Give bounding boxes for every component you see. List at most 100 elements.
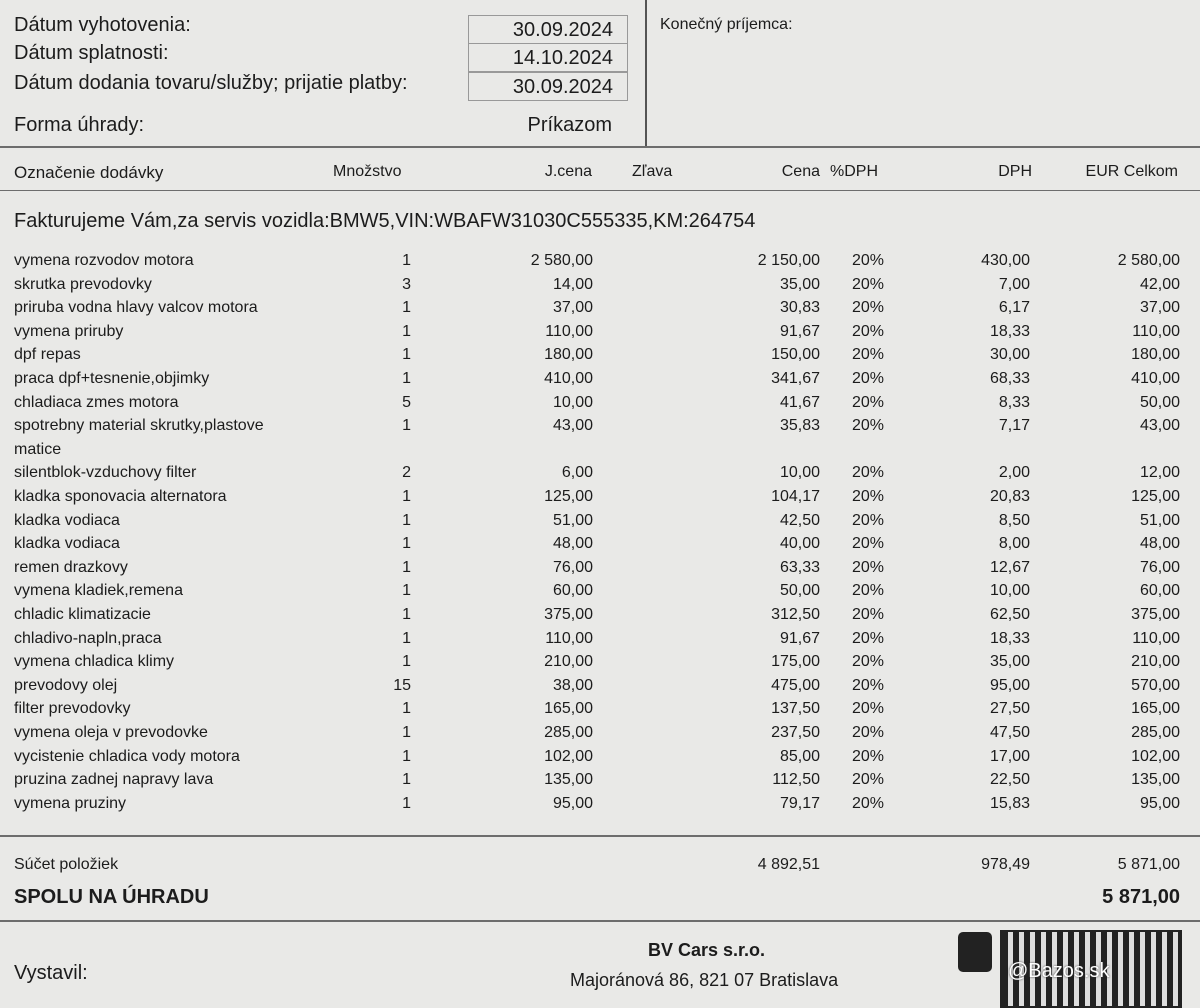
item-price: 175,00: [771, 653, 820, 671]
item-description: pruzina zadnej napravy lava: [14, 771, 214, 789]
item-quantity: 1: [402, 346, 411, 364]
table-row: spotrebny material skrutky,plastove 1 43,0…: [0, 417, 1200, 441]
item-total: 110,00: [1132, 629, 1180, 647]
item-total: 110,00: [1132, 322, 1180, 340]
divider: [645, 0, 647, 146]
item-vat-rate: 20%: [852, 558, 885, 576]
recipient-label: Konečný príjemca:: [660, 16, 793, 33]
item-vat: 10,00: [989, 582, 1030, 600]
item-vat: 18,33: [989, 629, 1030, 647]
item-total: 180,00: [1131, 346, 1180, 364]
item-description: matice: [14, 440, 62, 458]
item-vat: 7,17: [998, 417, 1030, 435]
item-price: 104,17: [771, 488, 820, 505]
payment-method: Príkazom: [527, 114, 612, 136]
item-quantity: 1: [402, 582, 411, 600]
item-price: 35,00: [779, 275, 820, 293]
watermark: @Bazos.sk: [1008, 960, 1110, 982]
table-row: vymena rozvodov motora 1 2 580,00 2 150,00 2…: [0, 252, 1200, 276]
item-vat-rate: 20%: [852, 653, 885, 671]
table-row: skrutka prevodovky 3 14,00 35,00 20% 7,00 42,0…: [0, 276, 1200, 300]
issue-date: 30.09.2024: [468, 15, 628, 44]
item-price: 341,67: [771, 370, 820, 387]
col-description: Označenie dodávky: [14, 163, 164, 182]
table-row: chladivo-napln,praca 1 110,00 91,67 20% 18,33…: [0, 630, 1200, 654]
item-price: 42,50: [779, 511, 820, 529]
item-vat: 30,00: [989, 346, 1030, 364]
item-unit-price: 2 580,00: [530, 252, 593, 269]
sum-vat: 978,49: [981, 856, 1030, 873]
delivery-date-label: Dátum dodania tovaru/služby; prijatie pl…: [14, 72, 408, 94]
item-vat: 62,50: [989, 606, 1030, 623]
item-description: priruba vodna hlavy valcov motora: [14, 299, 258, 317]
item-total: 285,00: [1131, 724, 1180, 741]
issued-by-label: Vystavil:: [14, 962, 88, 984]
item-description: vymena oleja v prevodovke: [14, 724, 208, 741]
col-unit-price: J.cena: [544, 163, 592, 180]
item-vat-rate: 20%: [852, 582, 885, 600]
item-description: vymena rozvodov motora: [14, 252, 194, 269]
item-price: 10,00: [779, 464, 820, 482]
item-vat-rate: 20%: [852, 511, 885, 529]
item-vat-rate: 20%: [852, 488, 885, 505]
item-price: 312,50: [771, 606, 820, 623]
col-discount: Zľava: [632, 163, 673, 180]
item-quantity: 3: [402, 275, 411, 293]
item-unit-price: 110,00: [545, 322, 593, 340]
item-total: 210,00: [1131, 653, 1180, 671]
item-description: silentblok-vzduchovy filter: [14, 464, 197, 482]
item-total: 37,00: [1139, 299, 1180, 317]
item-total: 375,00: [1131, 606, 1180, 623]
table-row: pruzina zadnej napravy lava 1 135,00 112,50…: [0, 771, 1200, 795]
item-price: 91,67: [779, 629, 820, 647]
item-quantity: 1: [402, 535, 411, 553]
item-price: 137,50: [771, 700, 820, 718]
item-total: 570,00: [1131, 676, 1180, 694]
col-vat-rate: %DPH: [830, 163, 879, 180]
due-date-label: Dátum splatnosti:: [14, 42, 169, 64]
item-total: 135,00: [1131, 771, 1180, 789]
item-vat-rate: 20%: [852, 417, 885, 435]
qr-code: [1000, 930, 1182, 1008]
item-quantity: 1: [402, 653, 411, 671]
item-unit-price: 37,00: [552, 299, 593, 317]
due-date: 14.10.2024: [468, 43, 628, 72]
divider: [0, 920, 1200, 922]
item-total: 165,00: [1131, 700, 1180, 718]
divider: [0, 835, 1200, 837]
item-price: 50,00: [779, 582, 820, 600]
item-vat: 6,17: [998, 299, 1030, 317]
item-total: 51,00: [1139, 511, 1180, 529]
item-quantity: 1: [402, 629, 411, 647]
item-price: 41,67: [779, 393, 820, 411]
item-total: 12,00: [1139, 464, 1180, 482]
item-unit-price: 95,00: [552, 794, 593, 812]
item-quantity: 1: [402, 558, 411, 576]
table-row: praca dpf+tesnenie,objimky 1 410,00 341,67 2…: [0, 370, 1200, 394]
item-unit-price: 102,00: [544, 747, 593, 765]
item-vat-rate: 20%: [852, 629, 885, 647]
item-total: 48,00: [1139, 535, 1180, 553]
item-description: praca dpf+tesnenie,objimky: [14, 370, 210, 387]
item-unit-price: 14,00: [552, 275, 593, 293]
item-total: 76,00: [1139, 558, 1180, 576]
item-description: skrutka prevodovky: [14, 275, 152, 293]
item-vat: 27,50: [989, 700, 1030, 718]
item-unit-price: 43,00: [552, 417, 593, 435]
item-total: 2 580,00: [1117, 252, 1180, 269]
item-vat-rate: 20%: [852, 535, 885, 553]
table-row: vycistenie chladica vody motora 1 102,00 85…: [0, 748, 1200, 772]
item-vat-rate: 20%: [852, 275, 885, 293]
company-name: BV Cars s.r.o.: [648, 940, 766, 960]
item-vat: 17,00: [989, 747, 1030, 765]
item-quantity: 1: [402, 299, 411, 317]
table-row: priruba vodna hlavy valcov motora 1 37,00 3…: [0, 299, 1200, 323]
item-unit-price: 165,00: [544, 700, 593, 718]
sum-label: Súčet položiek: [14, 856, 119, 873]
table-row: vymena pruziny 1 95,00 79,17 20% 15,83 95,00: [0, 795, 1200, 819]
item-price: 150,00: [771, 346, 820, 364]
table-row: filter prevodovky 1 165,00 137,50 20% 27,50 16…: [0, 700, 1200, 724]
item-quantity: 1: [402, 724, 411, 741]
item-unit-price: 180,00: [544, 346, 593, 364]
item-price: 40,00: [779, 535, 820, 553]
